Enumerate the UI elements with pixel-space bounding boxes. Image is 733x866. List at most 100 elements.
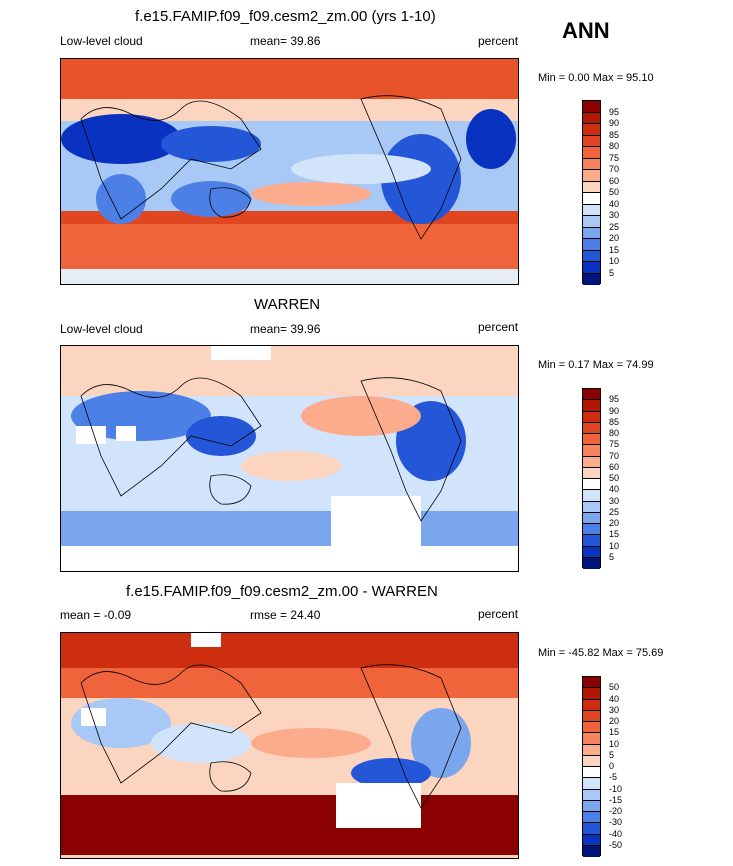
colorbar-swatch <box>583 389 600 401</box>
colorbar-swatch <box>583 524 600 536</box>
colorbar-swatch <box>583 181 600 193</box>
colorbar-swatch <box>583 204 600 216</box>
colorbar-swatch <box>583 467 600 479</box>
colorbar-swatch <box>583 456 600 468</box>
colorbar-tick-label: 70 <box>609 164 620 174</box>
panel3-mean-label: mean = -0.09 <box>60 608 132 622</box>
panel1-title: f.e15.FAMIP.f09_f09.cesm2_zm.00 (yrs 1-1… <box>135 8 436 25</box>
colorbar-swatch <box>583 422 600 434</box>
colorbar-swatch <box>583 733 600 745</box>
colorbar-swatch <box>583 789 600 801</box>
colorbar-swatch <box>583 124 600 136</box>
panel3-map <box>60 632 519 859</box>
colorbar-tick-label: 10 <box>609 256 620 266</box>
colorbar-swatch <box>583 479 600 491</box>
panel2-colorbar <box>582 388 601 569</box>
panel2-units-label: percent <box>478 320 519 334</box>
colorbar-swatch <box>583 755 600 767</box>
panel1-colorbar <box>582 100 601 285</box>
colorbar-swatch <box>583 535 600 547</box>
panel3-map-field <box>61 633 518 858</box>
colorbar-tick-label: 95 <box>609 106 620 117</box>
colorbar-tick-label: 95 <box>609 394 620 405</box>
panel1-minmax: Min = 0.00 Max = 95.10 <box>538 72 654 84</box>
colorbar-swatch <box>583 227 600 239</box>
colorbar-tick-label: 50 <box>609 187 620 197</box>
colorbar-tick-label: 20 <box>609 716 620 726</box>
colorbar-tick-label: 70 <box>609 450 620 461</box>
colorbar-tick-label: 90 <box>609 118 620 128</box>
colorbar-tick-label: 25 <box>609 221 620 232</box>
colorbar-swatch <box>583 112 600 124</box>
colorbar-swatch <box>583 193 600 205</box>
colorbar-tick-label: 10 <box>609 738 620 749</box>
colorbar-tick-label: 60 <box>609 175 620 186</box>
colorbar-tick-label: -5 <box>609 772 618 783</box>
colorbar-swatch <box>583 501 600 513</box>
panel3-colorbar <box>582 676 601 857</box>
colorbar-tick-label: 15 <box>609 727 620 738</box>
colorbar-swatch <box>583 677 600 689</box>
colorbar-tick-label: 5 <box>609 267 615 278</box>
colorbar-swatch <box>583 699 600 711</box>
colorbar-swatch <box>583 845 600 857</box>
colorbar-tick-label: 85 <box>609 129 620 140</box>
colorbar-tick-label: 40 <box>609 198 620 209</box>
colorbar-tick-label: 40 <box>609 484 620 495</box>
colorbar-tick-label: 90 <box>609 405 620 416</box>
panel3-units-label: percent <box>478 607 519 621</box>
panel1-units-label: percent <box>478 34 519 48</box>
colorbar-tick-label: 80 <box>609 141 620 151</box>
colorbar-swatch <box>583 158 600 170</box>
colorbar-tick-label: 10 <box>609 540 620 551</box>
colorbar-swatch <box>583 710 600 722</box>
colorbar-tick-label: 5 <box>609 551 615 562</box>
colorbar-tick-label: 85 <box>609 416 620 427</box>
colorbar-tick-label: -20 <box>609 806 623 816</box>
colorbar-swatch <box>583 767 600 779</box>
colorbar-swatch <box>583 273 600 285</box>
colorbar-swatch <box>583 812 600 824</box>
colorbar-tick-label: -30 <box>609 817 623 828</box>
colorbar-swatch <box>583 445 600 457</box>
season-label: ANN <box>562 18 610 43</box>
colorbar-swatch <box>583 101 600 113</box>
colorbar-swatch <box>583 216 600 228</box>
colorbar-tick-label: 30 <box>609 704 620 715</box>
colorbar-swatch <box>583 823 600 835</box>
colorbar-tick-label: 0 <box>609 761 615 771</box>
panel1-variable-label: Low-level cloud <box>60 34 143 48</box>
colorbar-tick-label: -40 <box>609 828 623 839</box>
colorbar-swatch <box>583 512 600 524</box>
colorbar-tick-label: 30 <box>609 495 620 506</box>
colorbar-swatch <box>583 557 600 569</box>
panel2-map <box>60 345 519 572</box>
panel2-variable-label: Low-level cloud <box>60 322 143 336</box>
panel1-mean-label: mean= 39.86 <box>250 34 321 48</box>
colorbar-swatch <box>583 239 600 251</box>
colorbar-tick-label: 20 <box>609 518 620 528</box>
colorbar-swatch <box>583 744 600 756</box>
panel3-rmse-label: rmse = 24.40 <box>250 608 321 622</box>
panel2-mean-label: mean= 39.96 <box>250 322 321 336</box>
panel2-title: WARREN <box>254 296 321 313</box>
panel1-map-field <box>61 59 518 284</box>
panel2-minmax: Min = 0.17 Max = 74.99 <box>538 359 654 371</box>
colorbar-swatch <box>583 546 600 558</box>
colorbar-tick-label: 40 <box>609 693 620 704</box>
colorbar-tick-label: -10 <box>609 783 623 794</box>
colorbar-swatch <box>583 250 600 262</box>
colorbar-tick-label: 5 <box>609 749 615 760</box>
colorbar-tick-label: 60 <box>609 461 620 472</box>
colorbar-tick-label: 50 <box>609 473 620 483</box>
colorbar-swatch <box>583 490 600 502</box>
colorbar-swatch <box>583 688 600 700</box>
colorbar-swatch <box>583 135 600 147</box>
colorbar-swatch <box>583 778 600 790</box>
colorbar-swatch <box>583 147 600 159</box>
colorbar-swatch <box>583 722 600 734</box>
panel1-map <box>60 58 519 285</box>
panel3-title: f.e15.FAMIP.f09_f09.cesm2_zm.00 - WARREN <box>126 583 438 600</box>
colorbar-tick-label: 75 <box>609 152 620 163</box>
colorbar-swatch <box>583 170 600 182</box>
